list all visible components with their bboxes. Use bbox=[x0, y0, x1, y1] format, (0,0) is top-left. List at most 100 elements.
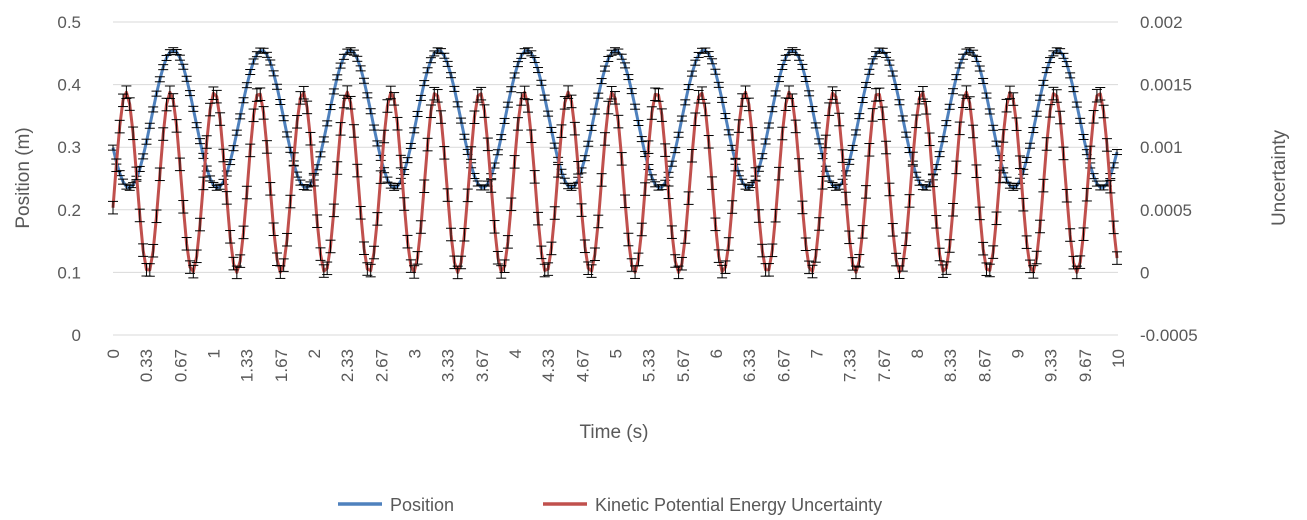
error-bar bbox=[1031, 110, 1042, 117]
error-bar bbox=[509, 72, 520, 79]
error-bar bbox=[646, 106, 657, 120]
error-bar bbox=[921, 101, 932, 115]
error-bar bbox=[941, 120, 952, 127]
y-right-tick-label: -0.0005 bbox=[1140, 326, 1198, 345]
error-bar bbox=[727, 200, 738, 214]
error-bar bbox=[288, 152, 299, 166]
error-bar bbox=[743, 97, 754, 112]
error-bar bbox=[958, 53, 969, 60]
error-bar bbox=[154, 167, 165, 182]
error-bar bbox=[794, 158, 805, 172]
grid-lines bbox=[113, 21, 1118, 336]
error-bar bbox=[235, 113, 246, 120]
error-bar bbox=[168, 93, 179, 107]
error-bar bbox=[1041, 137, 1052, 151]
error-bar bbox=[807, 264, 818, 279]
error-bar bbox=[857, 225, 868, 239]
error-bar bbox=[218, 148, 229, 163]
error-bar bbox=[469, 172, 480, 179]
error-bar bbox=[151, 90, 162, 97]
error-bar bbox=[529, 57, 540, 64]
error-bar bbox=[596, 173, 607, 187]
error-bar bbox=[238, 97, 249, 104]
error-bar bbox=[536, 245, 547, 260]
error-bar bbox=[626, 88, 637, 95]
y-right-tick-label: 0.001 bbox=[1140, 138, 1183, 157]
left-y-axis-title: Position (m) bbox=[13, 127, 34, 228]
error-bar bbox=[854, 113, 865, 120]
error-bar bbox=[951, 74, 962, 81]
error-bar bbox=[415, 220, 426, 234]
error-bar bbox=[298, 85, 309, 100]
error-bar bbox=[844, 158, 855, 165]
series-position bbox=[108, 47, 1122, 191]
error-bar bbox=[924, 132, 935, 147]
error-bar bbox=[476, 86, 487, 101]
error-bar bbox=[686, 70, 697, 77]
error-bar bbox=[666, 160, 677, 167]
error-bar bbox=[733, 119, 744, 133]
error-bar bbox=[968, 124, 979, 139]
legend-label-position: Position bbox=[390, 495, 454, 515]
error-bar bbox=[717, 96, 728, 103]
error-bar bbox=[797, 200, 808, 215]
error-bar bbox=[1071, 101, 1082, 108]
error-bar bbox=[583, 140, 594, 147]
error-bar bbox=[225, 230, 236, 244]
error-bar bbox=[1078, 134, 1089, 141]
error-bar bbox=[539, 94, 550, 101]
x-tick-label: 1.67 bbox=[272, 349, 291, 382]
error-bar bbox=[884, 59, 895, 66]
error-bar bbox=[984, 263, 995, 278]
error-bar bbox=[887, 70, 898, 77]
error-bar bbox=[1038, 178, 1049, 193]
error-bar bbox=[934, 247, 945, 262]
error-bar bbox=[522, 99, 533, 113]
error-bar bbox=[810, 249, 821, 263]
error-bar bbox=[265, 59, 276, 66]
error-bar bbox=[502, 235, 513, 249]
legend: Position Kinetic Potential Energy Uncert… bbox=[338, 495, 882, 515]
error-bar bbox=[616, 152, 627, 166]
error-bar bbox=[653, 88, 664, 102]
error-bar bbox=[332, 74, 343, 81]
error-bar bbox=[1031, 250, 1042, 265]
error-bar bbox=[951, 160, 962, 175]
error-bar bbox=[770, 90, 781, 97]
error-bar bbox=[412, 110, 423, 117]
error-bar bbox=[369, 245, 380, 260]
error-bar bbox=[308, 172, 319, 187]
error-bar bbox=[1021, 235, 1032, 249]
error-bar bbox=[676, 256, 687, 271]
error-bar bbox=[867, 108, 878, 122]
error-bar bbox=[325, 104, 336, 111]
error-bar bbox=[352, 55, 363, 62]
error-bar bbox=[884, 182, 895, 197]
error-bar bbox=[854, 254, 865, 268]
error-bar bbox=[1045, 104, 1056, 118]
error-bar bbox=[432, 89, 443, 103]
error-bar bbox=[820, 134, 831, 149]
error-bar bbox=[576, 203, 587, 217]
error-bar bbox=[178, 63, 189, 70]
error-bar bbox=[881, 140, 892, 155]
error-bar bbox=[302, 100, 313, 115]
error-bar bbox=[452, 101, 463, 108]
error-bar bbox=[405, 142, 416, 149]
x-tick-label: 6.33 bbox=[740, 349, 759, 382]
error-bar bbox=[904, 194, 915, 208]
legend-label-uncertainty: Kinetic Potential Energy Uncertainty bbox=[595, 495, 882, 515]
x-tick-label: 1.33 bbox=[238, 349, 257, 382]
error-bar bbox=[191, 122, 202, 129]
error-bar bbox=[954, 62, 965, 69]
error-bar bbox=[690, 112, 701, 127]
error-bar bbox=[245, 68, 256, 76]
error-bar bbox=[804, 90, 815, 97]
x-tick-label: 3 bbox=[406, 349, 425, 358]
error-bar bbox=[1088, 173, 1099, 180]
error-bar bbox=[797, 63, 808, 70]
error-bar bbox=[382, 176, 393, 183]
error-bar bbox=[338, 53, 349, 60]
error-bar bbox=[1111, 251, 1122, 265]
error-bar bbox=[402, 234, 413, 249]
